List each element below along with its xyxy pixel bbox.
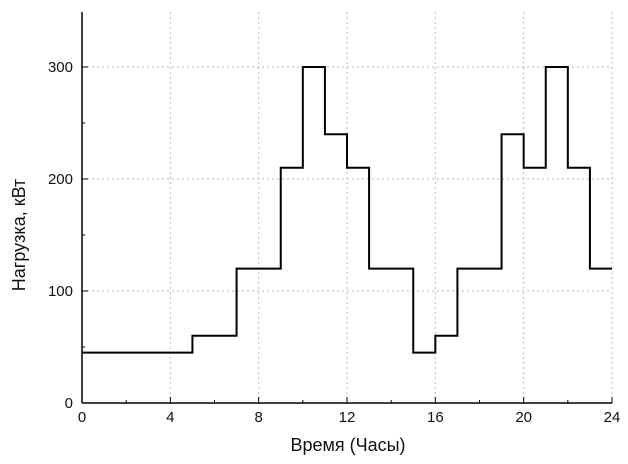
axis-ticks: 0 4 8 12 16 20 24 0 100 200 300 <box>48 59 620 426</box>
load-step-line <box>82 66 612 354</box>
series-layer <box>82 66 612 354</box>
x-tick-label: 8 <box>254 409 262 426</box>
x-axis-title: Время (Часы) <box>290 435 405 455</box>
x-tick-label: 12 <box>339 409 356 426</box>
y-axis-title: Нагрузка, кВт <box>9 179 29 291</box>
x-tick-label: 0 <box>78 409 86 426</box>
x-tick-label: 24 <box>604 409 621 426</box>
grid-lines <box>82 12 613 403</box>
y-tick-label: 100 <box>48 283 73 300</box>
y-tick-label: 0 <box>65 395 73 412</box>
y-tick-label: 200 <box>48 171 73 188</box>
y-tick-label: 300 <box>48 59 73 76</box>
x-tick-label: 20 <box>515 409 532 426</box>
x-tick-label: 4 <box>166 409 174 426</box>
x-tick-label: 16 <box>427 409 444 426</box>
